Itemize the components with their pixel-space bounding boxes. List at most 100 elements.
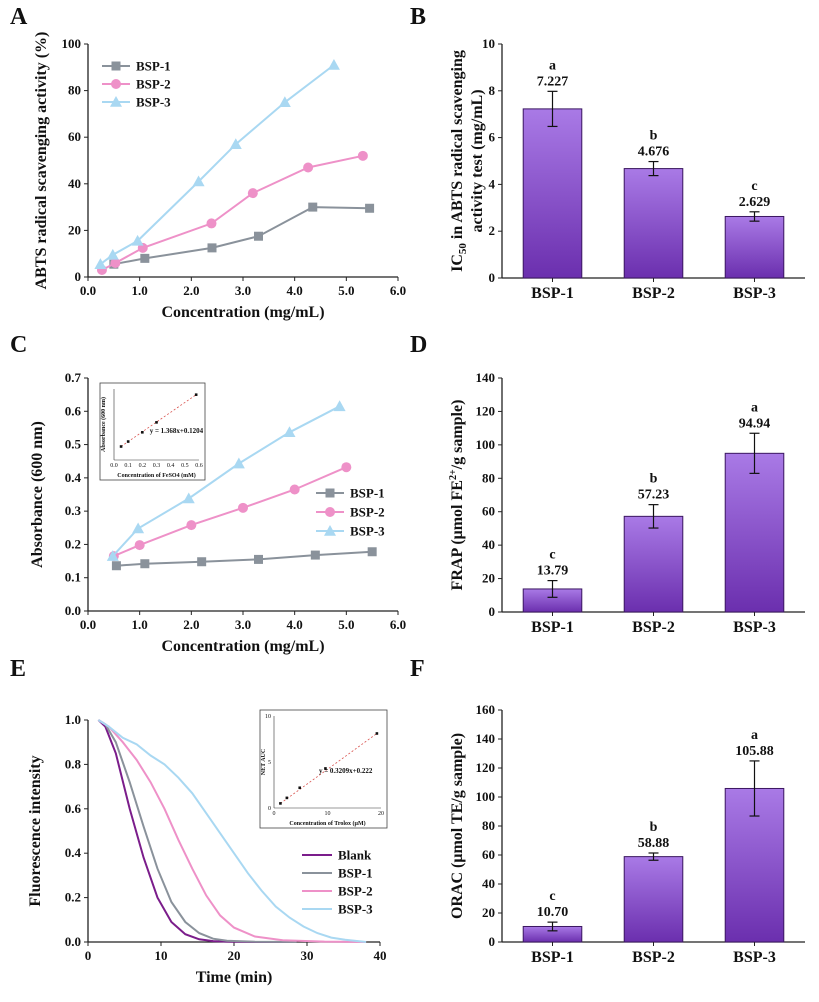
legend-marker-bsp-1 [325, 488, 335, 498]
data-point-bsp-3 [278, 96, 291, 108]
data-point-bsp-3 [232, 457, 245, 469]
y-tick-label: 20 [482, 571, 495, 586]
inset-frap-standard-curve: 0.0 0.1 0.2 0.3 0.4 0.5 0.6 y = 1.368x+0.1204 Co… [99, 382, 206, 481]
y-tick-label: 0.7 [65, 370, 82, 385]
y-tick-label: 0.6 [65, 801, 82, 816]
y-tick-label: 80 [482, 470, 495, 485]
y-axis-title: ABTS radical scavenging activity (%) [33, 32, 50, 290]
category-label-bsp-3: BSP-3 [733, 949, 776, 966]
inset-x-tick-label: 0.6 [195, 463, 203, 469]
y-tick-label: 100 [476, 789, 496, 804]
inset-y-title: NET AUC [261, 749, 267, 775]
inset-x-tick-label: 20 [378, 811, 384, 817]
inset-trolox-standard-curve: 0 10 20 0 5 10 y = 0.3209x+0.222 Concentration … [259, 709, 388, 829]
legend-marker-bsp-2 [325, 507, 335, 517]
y-tick-label: 0 [489, 604, 496, 619]
legend-label-bsp-1: BSP-1 [338, 866, 373, 881]
data-point-bsp-1 [254, 231, 263, 241]
panel-label-b: B [410, 4, 426, 30]
y-tick-label: 0.6 [65, 403, 82, 418]
data-point-bsp-1 [111, 561, 121, 571]
series-line-bsp-2 [101, 154, 364, 271]
data-point-bsp-3 [106, 248, 119, 260]
x-tick-label: 20 [228, 948, 241, 963]
legend-label-bsp-2: BSP-2 [136, 77, 171, 92]
inset-data-point [279, 802, 282, 805]
value-label-bsp-3: 105.88 [735, 744, 774, 759]
data-point-bsp-3 [333, 400, 346, 412]
legend-label-blank: Blank [338, 848, 372, 863]
x-tick-label: 6.0 [390, 617, 406, 632]
value-label-bsp-2: 57.23 [638, 488, 670, 503]
inset-x-title: Concentration of Trolox (μM) [289, 820, 365, 827]
inset-data-point [194, 393, 198, 396]
y-tick-label: 80 [68, 83, 81, 98]
y-tick-label: 0.4 [65, 470, 82, 485]
y-axis-title-part: 2+ [448, 469, 459, 480]
x-tick-label: 3.0 [235, 617, 251, 632]
inset-data-point [119, 445, 123, 448]
y-tick-label: 0.4 [65, 845, 82, 860]
panel-c-absorbance-chart: 0.0 0.1 0.2 0.3 0.4 0.5 0.6 0.7 0.0 1.0 2.0 3.0 4.0 5… [29, 370, 406, 655]
inset-fit-line [120, 394, 197, 447]
panel-b-ic50-bar-chart: 0 2 4 6 8 10 IC50 in ABTS radical scavenging 7.… [449, 36, 805, 302]
panel-label-f: F [410, 656, 425, 682]
y-tick-label: 160 [476, 702, 496, 717]
y-tick-label: 40 [482, 537, 495, 552]
inset-x-tick-label: 0.5 [181, 463, 189, 469]
panel-label-a: A [10, 4, 28, 30]
category-label-bsp-3: BSP-3 [733, 285, 776, 302]
x-tick-label: 0 [85, 948, 92, 963]
x-tick-label: 5.0 [338, 283, 354, 298]
data-point-bsp-2 [357, 150, 368, 161]
y-tick-label: 140 [476, 731, 496, 746]
data-point-bsp-3 [192, 175, 205, 187]
legend-label-bsp-2: BSP-2 [350, 505, 385, 520]
category-label-bsp-1: BSP-1 [531, 285, 574, 302]
data-point-bsp-2 [110, 258, 121, 269]
value-label-bsp-1: 13.79 [537, 564, 569, 579]
data-point-bsp-1 [140, 253, 150, 263]
legend-marker-bsp-2 [111, 79, 121, 89]
data-point-bsp-1 [197, 557, 207, 567]
y-tick-label: 60 [482, 504, 495, 519]
y-tick-label: 0 [75, 269, 82, 284]
inset-x-tick-label: 10 [325, 811, 331, 817]
significance-letter-bsp-2: b [650, 820, 658, 835]
inset-x-tick-label: 0.4 [167, 463, 175, 469]
inset-data-point [141, 431, 144, 434]
inset-x-tick-label: 0.3 [153, 463, 161, 469]
bar-bsp-1 [522, 108, 583, 279]
data-point-bsp-1 [140, 559, 150, 569]
data-point-bsp-1 [254, 554, 263, 564]
x-tick-label: 4.0 [287, 617, 303, 632]
legend-marker-bsp-3 [324, 525, 336, 536]
value-label-bsp-1: 7.227 [537, 74, 569, 89]
x-tick-label: 40 [374, 948, 387, 963]
inset-y-title: Absorbance (600 nm) [100, 397, 107, 452]
data-point-bsp-2 [247, 188, 258, 199]
y-tick-label: 0.3 [65, 503, 82, 518]
inset-data-point [285, 796, 289, 800]
y-tick-label: 1.0 [65, 712, 81, 727]
y-tick-label: 60 [68, 129, 81, 144]
data-point-bsp-3 [182, 492, 195, 504]
y-axis-title: Absorbance (600 nm) [29, 421, 46, 568]
y-axis-title-part: in ABTS radical scavenging [449, 50, 466, 243]
data-point-bsp-1 [365, 203, 375, 213]
x-axis-title: Concentration (mg/mL) [161, 304, 324, 321]
inset-x-tick-label: 0 [273, 811, 276, 817]
value-label-bsp-2: 4.676 [638, 145, 670, 160]
category-label-bsp-2: BSP-2 [632, 949, 675, 966]
panel-d-frap-bar-chart: 0 20 40 60 80 100 120 140 FRAP (μmol FE2+/g samp… [448, 370, 805, 636]
x-tick-label: 10 [155, 948, 168, 963]
series-line-bsp-1 [116, 550, 373, 567]
data-point-bsp-2 [303, 162, 314, 173]
panel-label-e: E [10, 656, 26, 682]
panel-f-orac-bar-chart: 0 20 40 60 80 100 120 140 160 ORAC (μmol TE/g sam… [449, 702, 805, 966]
data-point-bsp-2 [341, 462, 352, 473]
series-line-bsp-1 [113, 206, 370, 266]
significance-letter-bsp-3: a [751, 728, 758, 743]
inset-equation: y = 1.368x+0.1204 [150, 427, 204, 435]
x-tick-label: 30 [301, 948, 314, 963]
